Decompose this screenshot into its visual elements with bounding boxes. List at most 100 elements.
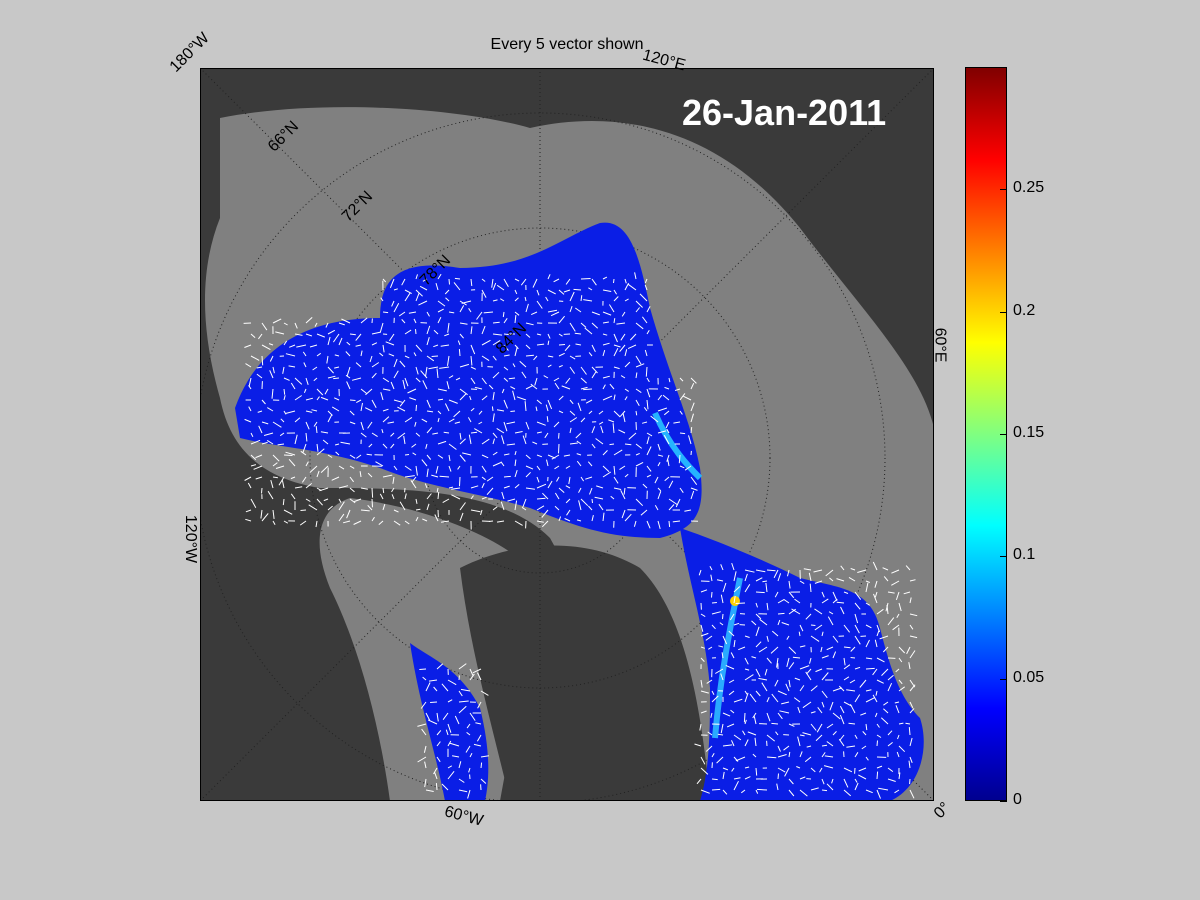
drift-vector xyxy=(444,333,450,337)
drift-vector xyxy=(496,520,505,523)
drift-vector xyxy=(744,674,754,681)
drift-vector xyxy=(261,399,266,405)
drift-vector xyxy=(569,399,574,405)
drift-vector xyxy=(261,344,271,351)
drift-vector xyxy=(404,454,410,456)
drift-vector xyxy=(516,396,527,401)
drift-vector xyxy=(492,299,498,302)
drift-vector xyxy=(426,468,429,478)
drift-vector xyxy=(612,423,615,434)
drift-vector xyxy=(435,783,438,791)
drift-vector xyxy=(887,617,895,626)
drift-vector xyxy=(730,652,735,659)
drift-vector xyxy=(257,410,263,413)
drift-vector xyxy=(354,498,362,503)
drift-vector xyxy=(260,509,263,519)
drift-vector xyxy=(338,498,342,503)
drift-vector xyxy=(492,392,495,401)
drift-vector xyxy=(840,606,845,615)
drift-vector xyxy=(898,722,904,725)
drift-vector xyxy=(828,611,834,615)
drift-vector xyxy=(716,756,724,764)
drift-vector xyxy=(644,284,648,291)
drift-vector xyxy=(492,333,503,336)
drift-vector xyxy=(308,504,318,511)
drift-vector xyxy=(390,381,395,390)
drift-vector xyxy=(715,668,724,674)
drift-vector xyxy=(696,778,702,785)
drift-vector xyxy=(382,416,390,423)
drift-vector xyxy=(725,664,735,670)
drift-vector xyxy=(898,657,903,663)
drift-vector xyxy=(764,668,768,676)
drift-vector xyxy=(624,388,629,392)
drift-vector xyxy=(525,344,531,350)
drift-vector xyxy=(244,476,252,481)
drift-vector xyxy=(575,432,582,439)
drift-vector xyxy=(256,366,263,369)
drift-vector xyxy=(668,498,678,505)
drift-vector xyxy=(777,612,785,615)
drift-vector xyxy=(303,388,307,393)
drift-vector xyxy=(666,454,670,462)
drift-vector xyxy=(448,399,458,404)
drift-vector xyxy=(468,434,472,445)
drift-vector xyxy=(320,431,329,434)
drift-vector xyxy=(591,366,598,374)
drift-vector xyxy=(710,574,713,582)
drift-vector xyxy=(503,399,508,409)
drift-vector xyxy=(397,432,406,439)
drift-vector xyxy=(475,722,482,725)
drift-vector xyxy=(525,333,531,338)
drift-vector xyxy=(437,417,440,423)
drift-vector xyxy=(334,366,340,369)
drift-vector xyxy=(690,377,697,384)
drift-vector xyxy=(675,498,681,508)
drift-vector xyxy=(465,745,471,753)
drift-vector xyxy=(683,395,692,401)
drift-vector xyxy=(536,505,545,511)
drift-vector xyxy=(544,432,549,439)
drift-vector xyxy=(826,646,834,651)
drift-vector xyxy=(896,613,900,618)
drift-vector xyxy=(404,289,412,295)
drift-vector xyxy=(433,329,439,335)
drift-vector xyxy=(766,712,771,722)
drift-vector xyxy=(436,663,444,670)
drift-vector xyxy=(481,339,491,346)
drift-vector xyxy=(514,469,518,478)
drift-vector xyxy=(674,388,681,391)
drift-vector xyxy=(496,284,505,291)
drift-vector xyxy=(256,373,263,379)
drift-vector xyxy=(305,377,309,385)
drift-vector xyxy=(865,639,870,648)
drift-vector xyxy=(327,329,336,335)
drift-vector xyxy=(437,308,444,313)
colorbar-tick-label: 0.1 xyxy=(1013,546,1036,564)
drift-vector xyxy=(327,336,331,346)
drift-vector xyxy=(404,292,411,302)
drift-vector xyxy=(569,355,576,360)
drift-vector xyxy=(883,701,889,706)
drift-vector xyxy=(788,591,795,599)
drift-vector xyxy=(404,416,413,423)
drift-vector xyxy=(909,789,915,799)
drift-vector xyxy=(491,406,494,412)
drift-vector xyxy=(355,362,362,368)
drift-vector xyxy=(771,722,779,725)
drift-vector xyxy=(448,278,450,285)
drift-vector xyxy=(547,289,556,295)
drift-vector xyxy=(624,513,632,522)
colorbar-tick-label: 0.25 xyxy=(1013,179,1045,197)
drift-vector xyxy=(755,690,761,697)
drift-vector xyxy=(458,761,462,769)
drift-vector xyxy=(360,317,368,324)
drift-vector xyxy=(415,377,421,383)
drift-vector xyxy=(492,451,498,456)
drift-vector xyxy=(664,476,670,482)
drift-vector xyxy=(444,403,450,412)
lon-label-60e: 60°E xyxy=(931,327,949,363)
drift-vector xyxy=(459,438,466,445)
drift-vector xyxy=(777,745,781,752)
drift-vector xyxy=(355,344,362,347)
